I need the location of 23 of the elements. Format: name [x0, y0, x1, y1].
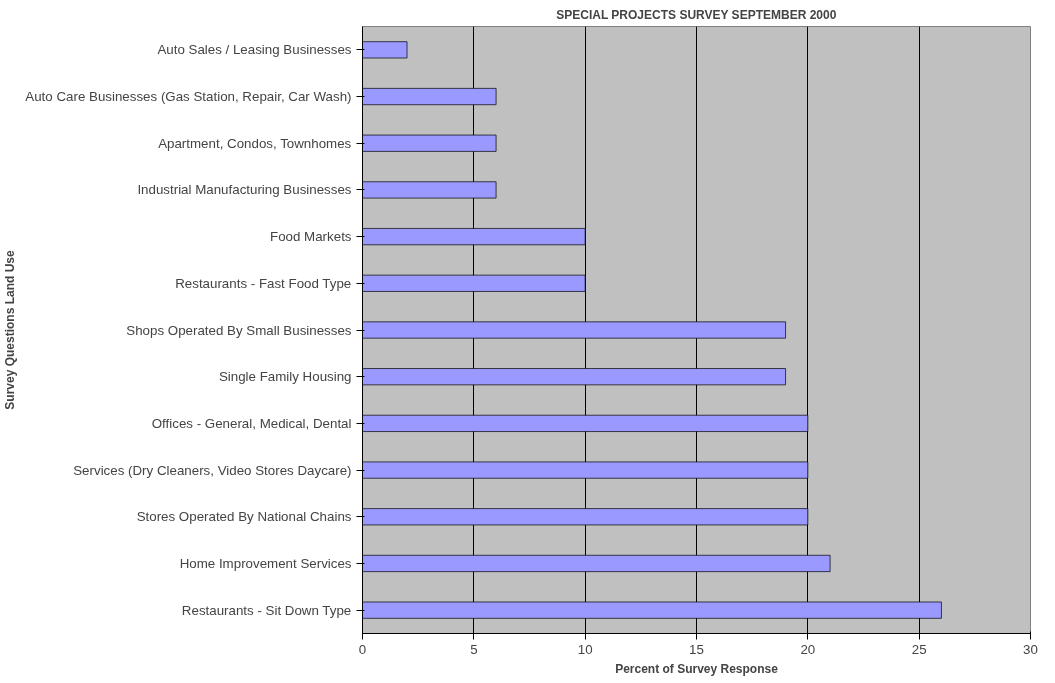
x-tick-label: 5	[470, 641, 478, 657]
y-tick-label: Food Markets	[270, 229, 352, 245]
y-tick-label: Auto Sales / Leasing Businesses	[157, 42, 352, 58]
y-tick-label: Restaurants - Sit Down Type	[181, 602, 352, 618]
chart-title: SPECIAL PROJECTS SURVEY SEPTEMBER 2000	[556, 7, 837, 22]
y-tick-label: Industrial Manufacturing Businesses	[137, 182, 352, 198]
y-tick-label: Restaurants - Fast Food Type	[175, 275, 352, 291]
y-tick-label: Apartment, Condos, Townhomes	[158, 135, 352, 151]
y-tick-label: Services (Dry Cleaners, Video Stores Daycare)	[73, 462, 352, 478]
y-tick-label: Stores Operated By National Chains	[136, 509, 352, 525]
y-tick-label: Home Improvement Services	[179, 555, 352, 571]
y-tick-label: Shops Operated By Small Businesses	[126, 322, 352, 338]
x-tick-label: 20	[800, 641, 816, 657]
x-axis-title: Percent of Survey Response	[615, 661, 779, 676]
y-tick-label: Auto Care Businesses (Gas Station, Repair, Car Wash)	[25, 89, 352, 105]
y-tick-label: Single Family Housing	[218, 369, 352, 385]
x-tick-label: 15	[689, 641, 704, 657]
y-tick-label: Offices - General, Medical, Dental	[151, 415, 352, 431]
x-tick-label: 25	[911, 641, 927, 657]
y-axis-title: Survey Questions Land Use	[3, 249, 18, 410]
x-tick-label: 0	[358, 641, 367, 657]
x-tick-label: 30	[1023, 641, 1038, 657]
x-tick-label: 10	[577, 641, 593, 657]
